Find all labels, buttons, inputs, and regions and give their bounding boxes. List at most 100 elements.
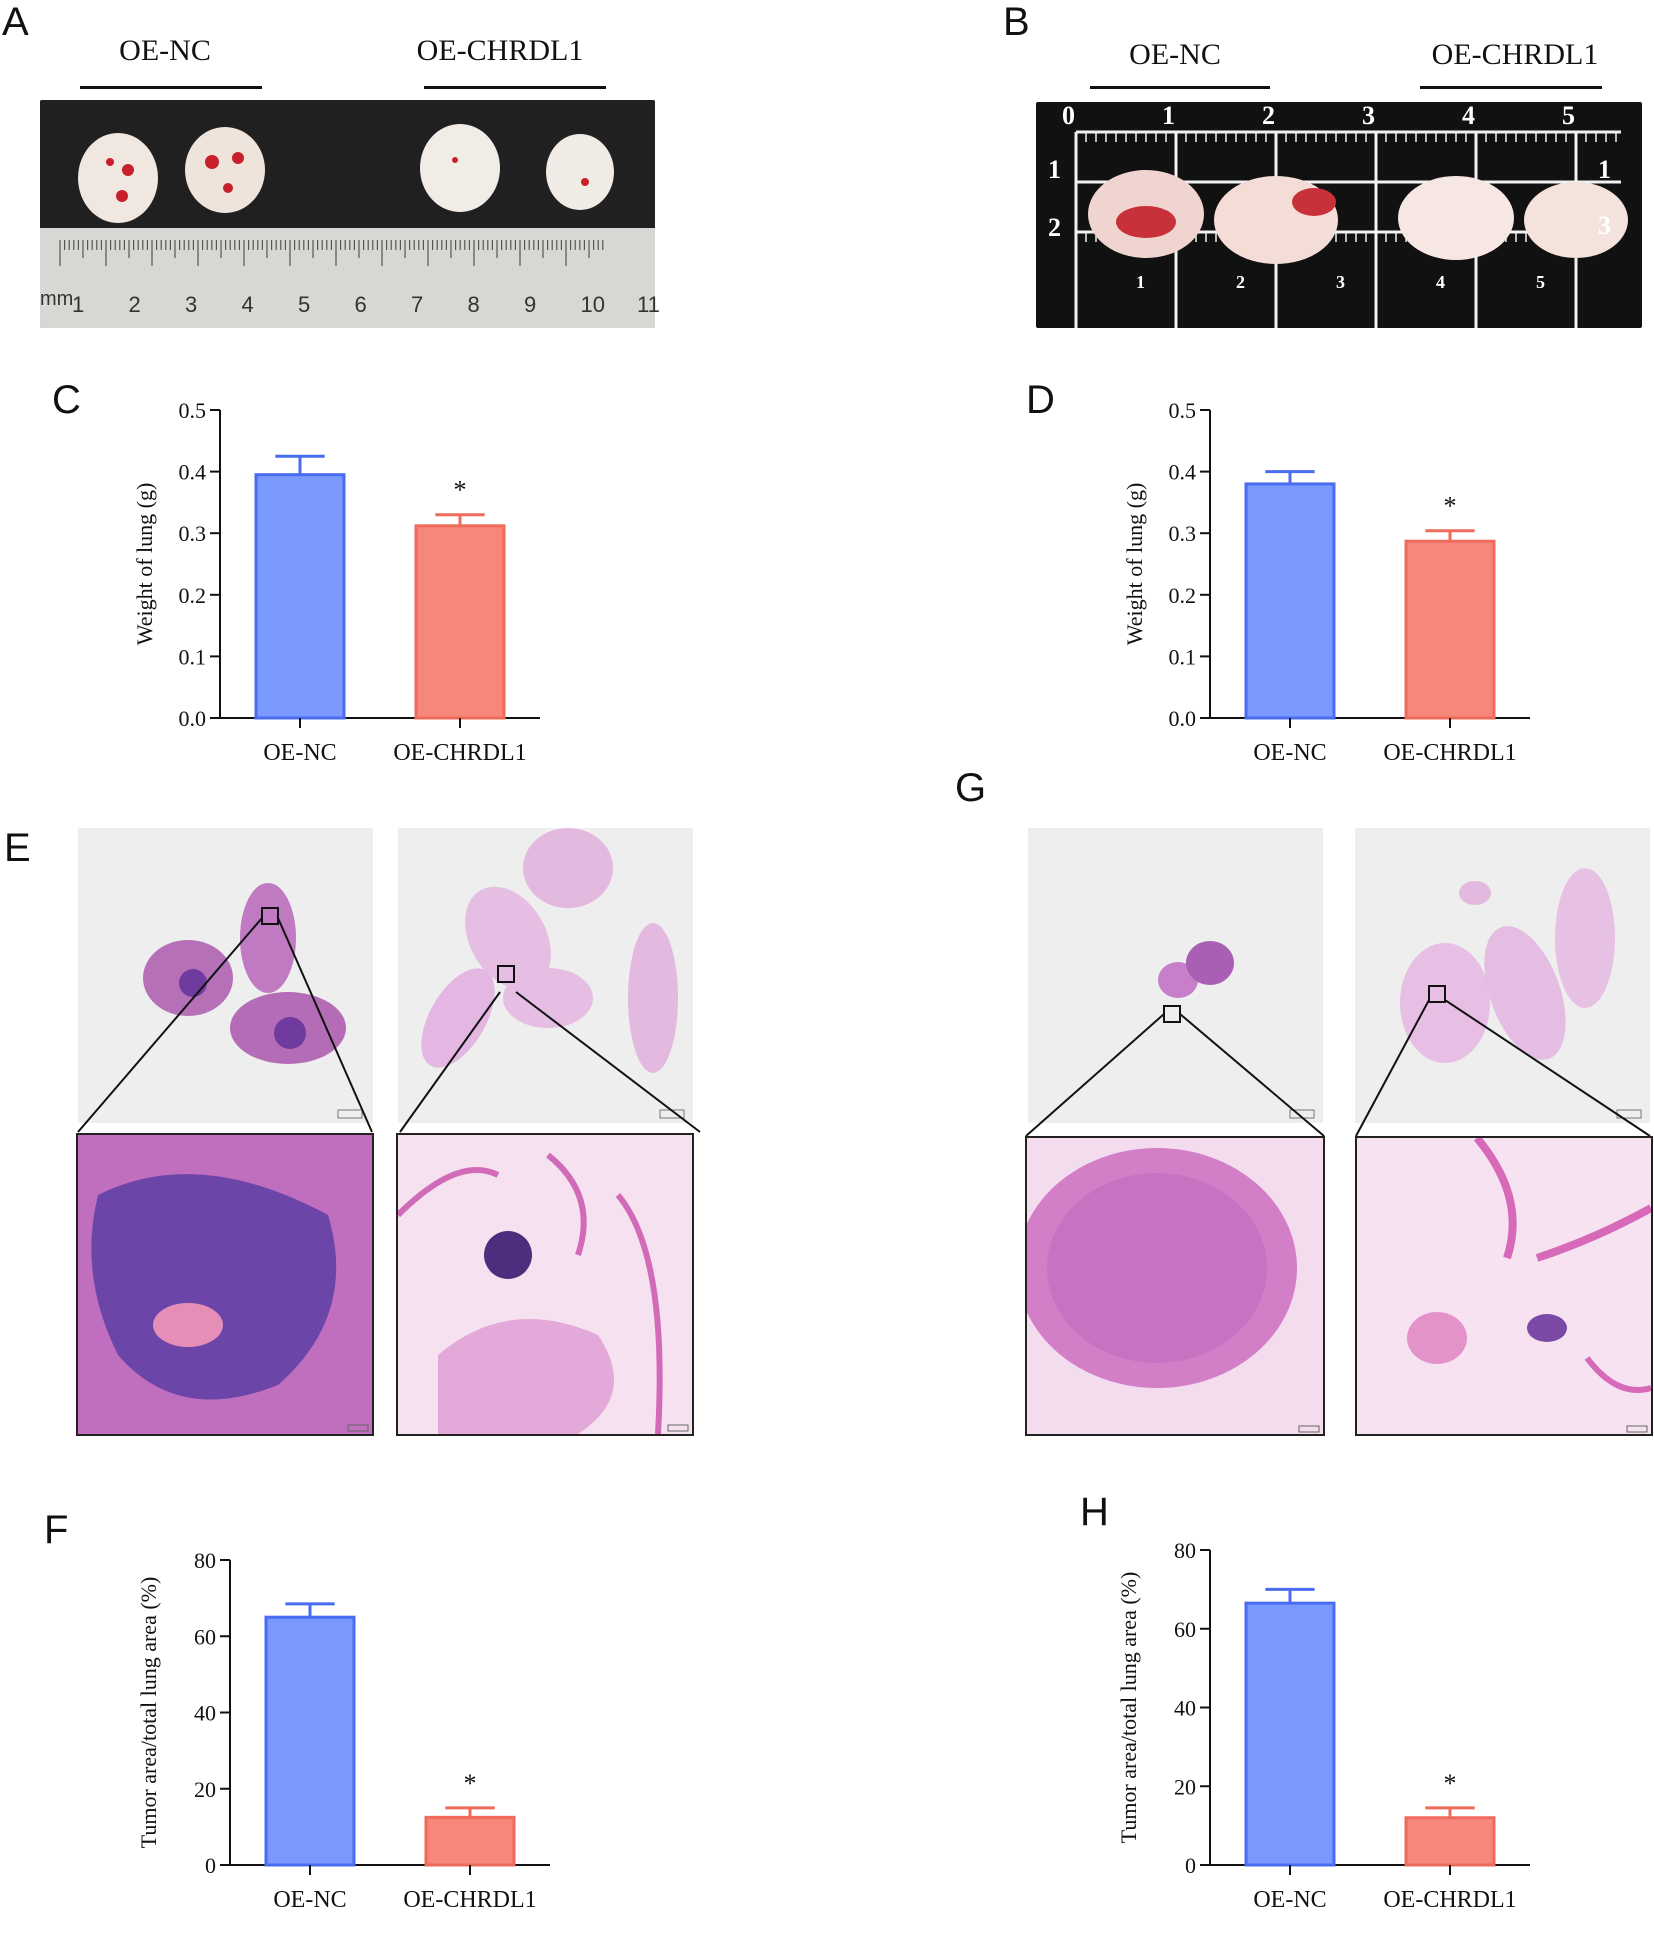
grid-label: 2 (1048, 213, 1061, 242)
bar-oe-chrdl1 (1404, 539, 1496, 720)
y-axis-label: Weight of lung (g) (1122, 483, 1147, 646)
y-tick-label: 0.5 (1169, 398, 1197, 423)
grid-label: 3 (1336, 272, 1345, 292)
significance-marker: * (454, 476, 467, 505)
panel-a-group-label-chrdl1: OE-CHRDL1 (416, 34, 584, 67)
grid-label: 3 (1362, 102, 1375, 130)
y-tick-label: 0.3 (1169, 521, 1197, 546)
lung-specimen (546, 134, 614, 210)
grid-label: 2 (1262, 102, 1275, 130)
y-axis-label: Tumor area/total lung area (%) (136, 1577, 161, 1849)
y-tick-label: 0.3 (179, 521, 207, 546)
grid-label: 0 (1062, 102, 1075, 130)
grid-label: 1 (1598, 155, 1611, 184)
y-tick-label: 0.4 (179, 460, 207, 485)
grid-label: 4 (1436, 272, 1445, 292)
histology-overview-drawing (1400, 868, 1642, 1119)
y-tick-label: 20 (1174, 1774, 1196, 1799)
ruler-unit-label: mm (40, 288, 74, 310)
ruler-tick-label: 8 (467, 292, 480, 317)
y-tick-label: 0.1 (179, 644, 207, 669)
y-tick-label: 20 (194, 1777, 216, 1802)
y-tick-label: 0 (205, 1853, 216, 1878)
y-tick-label: 80 (1174, 1538, 1196, 1563)
panel-g-overview-chrdl1 (1355, 828, 1650, 1123)
panel-letter-f: F (44, 1508, 69, 1552)
lung-specimen (420, 124, 500, 212)
y-tick-label: 0.4 (1169, 460, 1197, 485)
chart-c: 0.0 0.1 0.2 0.3 0.4 0.5 Weight of lung (g) OE-N… (132, 398, 540, 766)
y-tick-label: 0.2 (1169, 583, 1197, 608)
ruler-tick-label: 1 (72, 292, 85, 317)
ruler (59, 240, 604, 266)
bar-oe-chrdl1 (1404, 1816, 1496, 1867)
y-tick-label: 0.5 (179, 398, 207, 423)
ruler-tick-label: 3 (185, 292, 198, 317)
panel-g-zoom-lines (1025, 1000, 1651, 1137)
histology-zoom-drawing (1017, 1138, 1323, 1434)
y-tick-label: 0.0 (179, 706, 207, 731)
panel-b-group-label-nc: OE-NC (1129, 38, 1221, 71)
panel-letter-b: B (1003, 0, 1030, 44)
lung-specimen (1214, 176, 1338, 264)
lung-specimen (78, 133, 158, 223)
ruler-tick-label: 5 (298, 292, 311, 317)
panel-b-group-label-chrdl1: OE-CHRDL1 (1431, 38, 1599, 71)
panel-a-group-label-nc: OE-NC (119, 34, 211, 67)
bar-oe-nc (254, 473, 346, 720)
panel-a-group-bar-chrdl1 (424, 86, 606, 89)
x-tick-label: OE-CHRDL1 (403, 1887, 536, 1913)
grid-label: 1 (1048, 155, 1061, 184)
panel-e-zoom-chrdl1 (395, 1133, 694, 1436)
y-tick-label: 40 (194, 1701, 216, 1726)
x-tick-label: OE-CHRDL1 (1383, 740, 1516, 766)
x-tick-label: OE-NC (1253, 1887, 1326, 1913)
lung-specimen (1088, 170, 1204, 258)
y-tick-label: 0.1 (1169, 644, 1197, 669)
ruler-tick-label: 11 (637, 292, 660, 317)
ruler-tick-label: 7 (411, 292, 424, 317)
bar-oe-nc (1244, 482, 1336, 720)
panel-letter-e: E (4, 826, 31, 870)
significance-marker: * (1444, 1769, 1457, 1798)
panel-b-group-bar-nc (1090, 86, 1270, 89)
x-tick-label: OE-NC (263, 740, 336, 766)
y-tick-label: 40 (1174, 1696, 1196, 1721)
panel-a-lung-photo (40, 100, 655, 328)
panel-e-zoom-nc (76, 1133, 374, 1436)
ruler-tick-label: 4 (241, 292, 254, 317)
x-tick-label: OE-NC (1253, 740, 1326, 766)
ruler-tick-label: 9 (524, 292, 537, 317)
grid-label: 1 (1162, 102, 1175, 130)
histology-zoom-drawing (1357, 1135, 1653, 1434)
panel-a-group-bar-nc (80, 86, 262, 89)
y-axis-label: Weight of lung (g) (132, 483, 157, 646)
bar-oe-chrdl1 (424, 1815, 516, 1867)
y-tick-label: 60 (194, 1624, 216, 1649)
y-tick-label: 0.0 (1169, 706, 1197, 731)
x-tick-label: OE-NC (273, 1887, 346, 1913)
ruler-tick-label: 10 (580, 292, 605, 317)
grid-label: 3 (1598, 211, 1611, 240)
panel-a-photo-drawing (40, 100, 655, 328)
panel-letter-d: D (1026, 378, 1055, 422)
panel-e-overview-chrdl1 (398, 828, 693, 1123)
bar-oe-nc (264, 1615, 356, 1867)
panel-letter-h: H (1080, 1490, 1109, 1534)
panel-letter-a: A (2, 0, 29, 44)
ruler-tick-label: 2 (128, 292, 141, 317)
histology-overview-drawing (143, 883, 363, 1119)
lung-specimen (1524, 182, 1628, 258)
grid-label: 4 (1462, 102, 1475, 130)
y-axis-label: Tumor area/total lung area (%) (1116, 1572, 1141, 1844)
histology-zoom-drawing (395, 1135, 692, 1435)
significance-marker: * (1444, 492, 1457, 521)
grid-label: 1 (1136, 272, 1145, 292)
panel-g-overview-nc (1028, 828, 1323, 1123)
lung-specimen (1398, 176, 1514, 260)
ruler-tick-label: 6 (354, 292, 367, 317)
y-tick-label: 0.2 (179, 583, 207, 608)
panel-e-zoom-lines (77, 917, 701, 1133)
